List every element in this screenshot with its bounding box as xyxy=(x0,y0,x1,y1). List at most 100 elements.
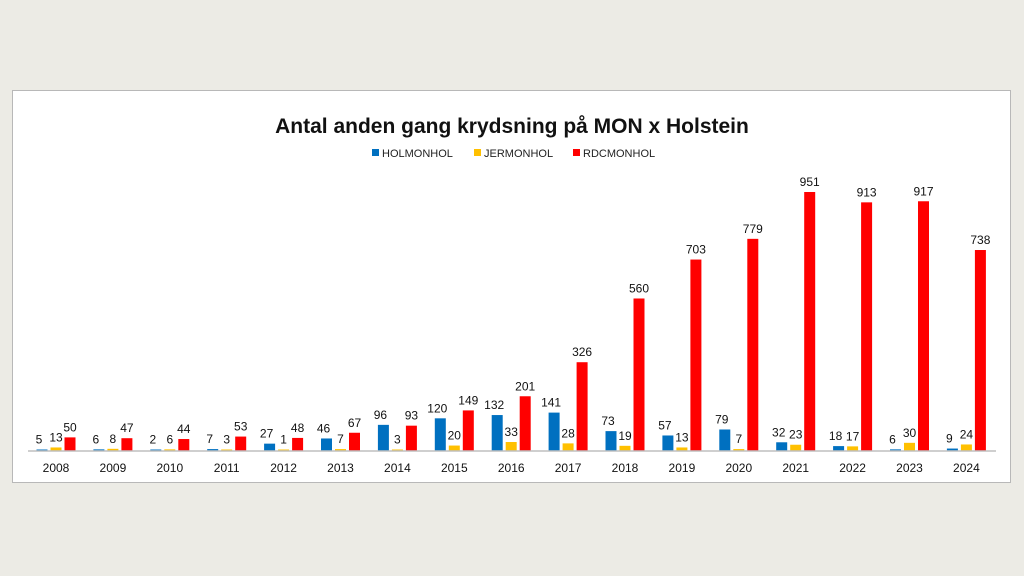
x-tick-label: 2016 xyxy=(498,461,525,475)
bar-jermonhol-2020 xyxy=(733,449,745,451)
data-label: 67 xyxy=(348,416,362,430)
x-tick-label: 2023 xyxy=(896,461,923,475)
x-tick-label: 2008 xyxy=(43,461,70,475)
data-label: 3 xyxy=(394,433,401,447)
x-tick-label: 2020 xyxy=(725,461,752,475)
bar-rdcmonhol-2017 xyxy=(576,362,588,451)
bar-rdcmonhol-2015 xyxy=(462,410,474,451)
data-label: 8 xyxy=(110,432,117,446)
data-label: 917 xyxy=(913,184,933,198)
data-label: 28 xyxy=(561,426,575,440)
data-label: 32 xyxy=(772,425,786,439)
legend-label-holmonhol: HOLMONHOL xyxy=(382,148,453,160)
bar-holmonhol-2019 xyxy=(662,435,674,451)
bar-holmonhol-2009 xyxy=(93,449,105,451)
x-tick-label: 2010 xyxy=(156,461,183,475)
bar-holmonhol-2024 xyxy=(946,448,958,451)
x-tick-label: 2012 xyxy=(270,461,297,475)
data-label: 93 xyxy=(405,409,419,423)
data-label: 141 xyxy=(541,396,561,410)
chart-title: Antal anden gang krydsning på MON x Hols… xyxy=(275,115,749,138)
bar-jermonhol-2022 xyxy=(847,446,859,451)
bar-rdcmonhol-2024 xyxy=(974,250,986,451)
data-label: 6 xyxy=(889,432,896,446)
data-label: 738 xyxy=(970,233,990,247)
x-tick-label: 2024 xyxy=(953,461,980,475)
legend-swatch-rdcmonhol xyxy=(573,149,580,156)
data-label: 951 xyxy=(800,175,820,189)
bar-holmonhol-2017 xyxy=(548,412,560,451)
data-label: 23 xyxy=(789,428,803,442)
bar-holmonhol-2018 xyxy=(605,431,617,451)
data-label: 30 xyxy=(903,426,917,440)
data-label: 47 xyxy=(120,421,134,435)
x-tick-label: 2021 xyxy=(782,461,809,475)
x-tick-label: 2022 xyxy=(839,461,866,475)
x-tick-label: 2019 xyxy=(669,461,696,475)
chart-frame xyxy=(12,90,1011,483)
data-label: 3 xyxy=(223,433,230,447)
x-tick-label: 2015 xyxy=(441,461,468,475)
legend: HOLMONHOL JERMONHOL RDCMONHOL xyxy=(372,148,655,160)
data-label: 149 xyxy=(458,393,478,407)
data-label: 560 xyxy=(629,281,649,295)
bar-jermonhol-2013 xyxy=(335,449,346,451)
data-label: 7 xyxy=(337,432,344,446)
bar-holmonhol-2011 xyxy=(207,449,219,451)
data-label: 50 xyxy=(63,420,77,434)
data-label: 6 xyxy=(93,432,100,446)
bar-rdcmonhol-2022 xyxy=(861,202,873,451)
bar-rdcmonhol-2010 xyxy=(178,439,190,451)
data-label: 27 xyxy=(260,427,274,441)
data-label: 7 xyxy=(735,432,742,446)
data-label: 201 xyxy=(515,379,535,393)
data-label: 44 xyxy=(177,422,191,436)
bar-rdcmonhol-2009 xyxy=(121,438,133,451)
bar-jermonhol-2008 xyxy=(50,447,62,451)
bar-rdcmonhol-2008 xyxy=(64,437,76,451)
data-label: 53 xyxy=(234,420,248,434)
bar-rdcmonhol-2011 xyxy=(235,436,247,451)
data-label: 132 xyxy=(484,398,504,412)
data-label: 1 xyxy=(280,433,287,447)
data-label: 703 xyxy=(686,243,706,257)
data-label: 326 xyxy=(572,345,592,359)
data-label: 57 xyxy=(658,418,672,432)
data-label: 9 xyxy=(946,432,953,446)
bar-rdcmonhol-2012 xyxy=(292,437,304,451)
data-label: 13 xyxy=(49,430,63,444)
data-label: 779 xyxy=(743,222,763,236)
bar-jermonhol-2019 xyxy=(676,447,688,451)
legend-label-jermonhol: JERMONHOL xyxy=(484,148,553,160)
bar-rdcmonhol-2020 xyxy=(747,238,759,451)
x-axis-ticks: 2008 2009 2010 2011 2012 2013 2014 2015 2016 2017… xyxy=(43,461,980,475)
data-label: 18 xyxy=(829,429,843,443)
data-label: 13 xyxy=(675,430,689,444)
x-tick-label: 2014 xyxy=(384,461,411,475)
bar-holmonhol-2020 xyxy=(719,429,731,451)
data-label: 7 xyxy=(206,432,213,446)
bar-jermonhol-2009 xyxy=(107,448,119,451)
x-tick-label: 2018 xyxy=(612,461,639,475)
bar-rdcmonhol-2023 xyxy=(918,201,929,451)
x-tick-label: 2009 xyxy=(100,461,127,475)
data-label: 913 xyxy=(857,185,877,199)
bar-holmonhol-2015 xyxy=(434,418,446,451)
data-label: 120 xyxy=(427,401,447,415)
bar-holmonhol-2023 xyxy=(890,449,901,451)
data-label: 19 xyxy=(618,429,632,443)
data-label: 33 xyxy=(505,425,519,439)
bar-rdcmonhol-2013 xyxy=(349,432,360,451)
legend-swatch-holmonhol xyxy=(372,149,379,156)
x-tick-label: 2017 xyxy=(555,461,582,475)
data-label: 73 xyxy=(601,414,615,428)
x-tick-label: 2011 xyxy=(214,461,240,475)
bar-rdcmonhol-2019 xyxy=(690,259,702,451)
data-label: 96 xyxy=(374,408,388,422)
bar-jermonhol-2018 xyxy=(619,445,631,451)
data-label: 46 xyxy=(317,421,331,435)
data-label: 5 xyxy=(36,433,43,447)
x-tick-label: 2013 xyxy=(327,461,354,475)
